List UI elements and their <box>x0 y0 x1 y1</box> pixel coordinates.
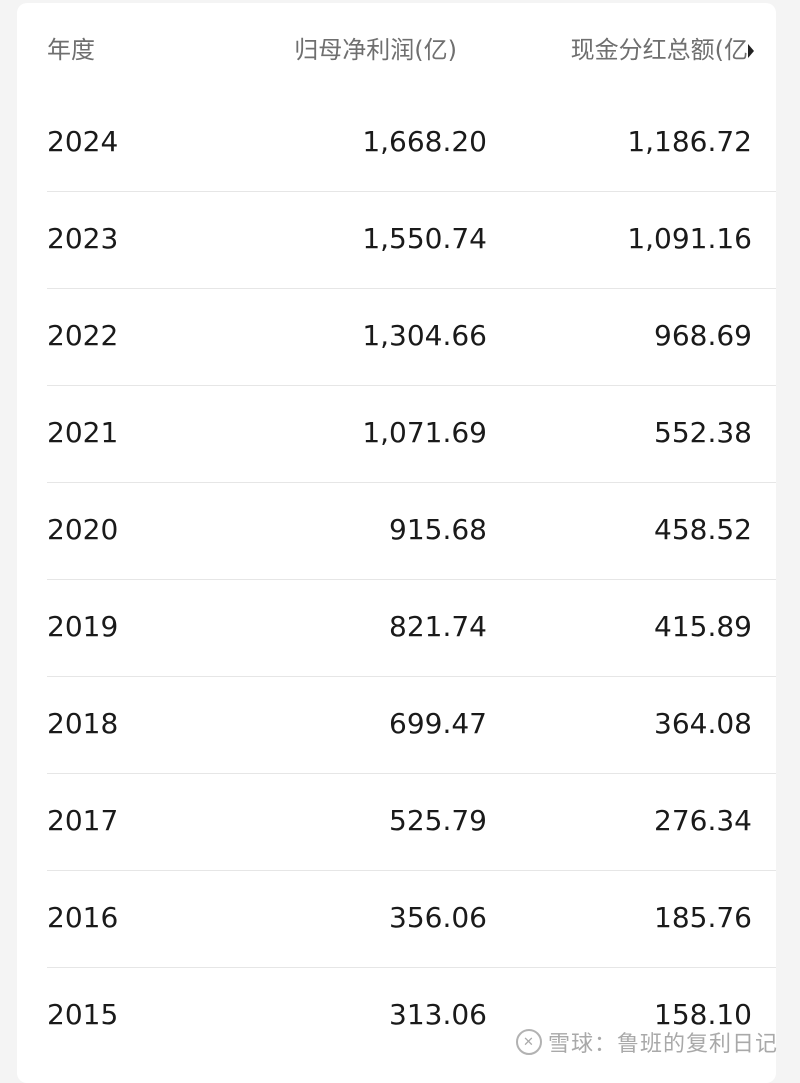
cash-dividend-cell: 364.08 <box>654 707 752 740</box>
year-cell: 2018 <box>47 707 119 740</box>
cash-dividend-cell: 552.38 <box>654 416 752 449</box>
cash-dividend-cell: 415.89 <box>654 610 752 643</box>
year-cell: 2015 <box>47 998 119 1031</box>
net-profit-cell: 525.79 <box>389 804 487 837</box>
table-row[interactable]: 2020 915.68 458.52 <box>47 483 776 580</box>
header-net-profit[interactable]: 归母净利润(亿) <box>294 36 457 64</box>
table-row[interactable]: 2017 525.79 276.34 <box>47 774 776 871</box>
year-cell: 2022 <box>47 319 119 352</box>
header-year[interactable]: 年度 <box>47 36 95 64</box>
year-cell: 2021 <box>47 416 119 449</box>
net-profit-cell: 1,304.66 <box>362 319 487 352</box>
table-row[interactable]: 2018 699.47 364.08 <box>47 677 776 774</box>
year-cell: 2019 <box>47 610 119 643</box>
table-card: 年度 归母净利润(亿) 现金分红总额(亿 2024 1,668.20 1,186.7… <box>17 3 776 1083</box>
scroll-right-arrow-icon[interactable] <box>748 44 754 58</box>
table-row[interactable]: 2019 821.74 415.89 <box>47 580 776 677</box>
cash-dividend-cell: 458.52 <box>654 513 752 546</box>
cash-dividend-cell: 1,091.16 <box>627 222 752 255</box>
table-header: 年度 归母净利润(亿) 现金分红总额(亿 <box>17 3 776 95</box>
net-profit-cell: 821.74 <box>389 610 487 643</box>
year-cell: 2024 <box>47 125 119 158</box>
table-row[interactable]: 2015 313.06 158.10 <box>47 968 776 1064</box>
table-body: 2024 1,668.20 1,186.72 2023 1,550.74 1,091.16… <box>47 95 776 1064</box>
year-cell: 2023 <box>47 222 119 255</box>
table-row[interactable]: 2024 1,668.20 1,186.72 <box>47 95 776 192</box>
watermark: ✕ 雪球：鲁班的复利日记 <box>515 1026 778 1058</box>
table-row[interactable]: 2021 1,071.69 552.38 <box>47 386 776 483</box>
year-cell: 2020 <box>47 513 119 546</box>
net-profit-cell: 915.68 <box>389 513 487 546</box>
net-profit-cell: 313.06 <box>389 998 487 1031</box>
net-profit-cell: 1,668.20 <box>362 125 487 158</box>
net-profit-cell: 1,550.74 <box>362 222 487 255</box>
cash-dividend-cell: 1,186.72 <box>627 125 752 158</box>
table-row[interactable]: 2022 1,304.66 968.69 <box>47 289 776 386</box>
year-cell: 2017 <box>47 804 119 837</box>
cash-dividend-cell: 185.76 <box>654 901 752 934</box>
table-row[interactable]: 2023 1,550.74 1,091.16 <box>47 192 776 289</box>
header-cash-dividend[interactable]: 现金分红总额(亿 <box>570 36 748 64</box>
cash-dividend-cell: 276.34 <box>654 804 752 837</box>
table-row[interactable]: 2016 356.06 185.76 <box>47 871 776 968</box>
year-cell: 2016 <box>47 901 119 934</box>
cash-dividend-cell: 158.10 <box>654 998 752 1031</box>
net-profit-cell: 699.47 <box>389 707 487 740</box>
net-profit-cell: 356.06 <box>389 901 487 934</box>
cash-dividend-cell: 968.69 <box>654 319 752 352</box>
watermark-text: 雪球：鲁班的复利日记 <box>547 1032 778 1057</box>
net-profit-cell: 1,071.69 <box>362 416 487 449</box>
xueqiu-logo-icon: ✕ <box>515 1029 542 1055</box>
